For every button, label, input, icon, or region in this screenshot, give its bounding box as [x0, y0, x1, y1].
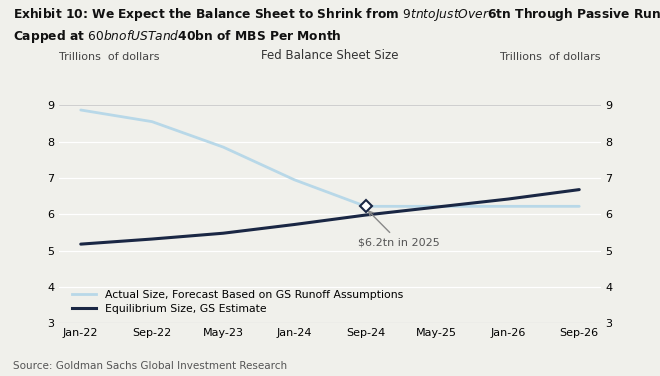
Text: Source: Goldman Sachs Global Investment Research: Source: Goldman Sachs Global Investment …	[13, 361, 287, 371]
Text: Capped at $60bn of UST and $40bn of MBS Per Month: Capped at $60bn of UST and $40bn of MBS …	[13, 28, 342, 45]
Text: Fed Balance Sheet Size: Fed Balance Sheet Size	[261, 49, 399, 62]
Legend: Actual Size, Forecast Based on GS Runoff Assumptions, Equilibrium Size, GS Estim: Actual Size, Forecast Based on GS Runoff…	[70, 288, 405, 316]
Text: $6.2tn in 2025: $6.2tn in 2025	[358, 211, 440, 247]
Text: Trillions  of dollars: Trillions of dollars	[500, 52, 601, 62]
Text: Exhibit 10: We Expect the Balance Sheet to Shrink from $9tn to Just Over $6tn Th: Exhibit 10: We Expect the Balance Sheet …	[13, 6, 660, 23]
Text: Trillions  of dollars: Trillions of dollars	[59, 52, 160, 62]
